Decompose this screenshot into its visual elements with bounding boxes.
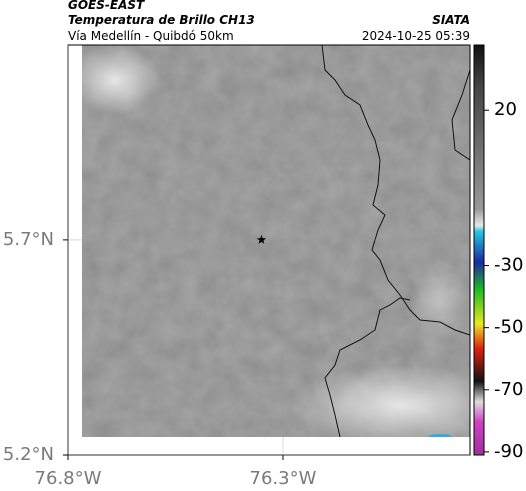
product: Temperatura de Brillo CH13	[68, 13, 255, 27]
colorbar	[473, 44, 485, 456]
source: GOES-EAST	[68, 0, 145, 12]
datetime: 2024-10-25 05:39	[362, 29, 470, 43]
x-tick-label: 76.3°W	[250, 468, 317, 489]
colorbar-tick-label: -50	[494, 317, 523, 338]
colorbar-tick-label: -90	[494, 441, 523, 462]
x-tick-label: 76.8°W	[35, 468, 102, 489]
y-tick-label: 5.2°N	[3, 444, 54, 465]
colorbar-tick-label: 20	[494, 99, 517, 120]
y-tick-label: 5.7°N	[3, 229, 54, 250]
region: Vía Medellín - Quibdó 50km	[68, 29, 234, 43]
colorbar-tick-label: -30	[494, 255, 523, 276]
location-marker	[256, 234, 267, 244]
agency: SIATA	[432, 13, 470, 27]
satellite-image	[82, 45, 470, 437]
colorbar-tick-label: -70	[494, 379, 523, 400]
